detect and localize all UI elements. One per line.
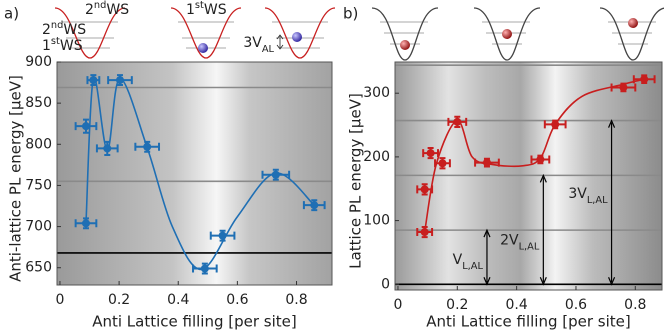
rich-label: 2ndWS: [85, 0, 129, 18]
label-part: WS: [63, 22, 86, 38]
data-point: [218, 231, 227, 240]
arrow-head: [539, 173, 547, 286]
rich-label: 2VL,AL: [500, 233, 540, 253]
label-part: 2: [85, 2, 94, 18]
data-point: [310, 201, 319, 210]
x-tick-label: 0.4: [506, 297, 528, 313]
x-tick-label: 0.4: [167, 292, 189, 308]
y-axis-label: Anti-lattice PL energy [μeV]: [7, 75, 25, 282]
data-point: [536, 155, 545, 164]
data-point: [640, 75, 649, 84]
arrow-head: [608, 119, 616, 286]
label-part: 3V: [243, 35, 262, 51]
data-point: [103, 144, 112, 153]
y-tick-label: 800: [25, 136, 52, 152]
data-point: [271, 170, 280, 179]
plot-frame: [56, 61, 333, 286]
data-point: [551, 120, 560, 129]
label-part: 3V: [568, 186, 587, 202]
plot-background: [57, 62, 332, 285]
rich-label: VL,AL: [453, 252, 484, 272]
x-tick-label: 0.8: [285, 292, 307, 308]
label-part: 1: [186, 2, 195, 18]
arrow-head: [483, 228, 491, 286]
label-part: 1: [42, 38, 51, 54]
x-tick-label: 0.6: [565, 297, 587, 313]
y-axis-label: Lattice PL energy [μeV]: [347, 93, 365, 269]
data-point: [81, 122, 90, 131]
y-tick-label: 700: [25, 219, 52, 235]
label-part: nd: [94, 0, 106, 11]
y-tick-label: 200: [363, 149, 390, 165]
x-tick-label: 0.6: [226, 292, 248, 308]
y-tick-label: 900: [25, 54, 52, 70]
rich-label: 2ndWS: [42, 20, 86, 39]
plot-frame: [394, 61, 663, 291]
y-tick-label: 750: [25, 177, 52, 193]
data-point: [426, 149, 435, 158]
data-point: [89, 76, 98, 85]
rich-label: 1stWS: [186, 0, 227, 18]
x-tick-label: 0: [55, 292, 64, 308]
label-part: st: [51, 36, 60, 47]
rich-label: 3VAL: [243, 35, 274, 55]
data-point: [143, 142, 152, 151]
rich-label: 1stWS: [42, 36, 83, 55]
label-part: AL: [262, 44, 275, 55]
data-point: [115, 76, 124, 85]
label-part: st: [195, 0, 204, 11]
data-point: [482, 158, 491, 167]
label-part: L,AL: [519, 241, 540, 252]
x-tick-label: 0.8: [624, 297, 646, 313]
label-part: nd: [51, 20, 63, 31]
panel-label: a): [4, 5, 19, 23]
label-part: WS: [204, 2, 227, 18]
data-point: [420, 228, 429, 237]
label-part: WS: [60, 38, 83, 54]
rich-label: 3VL,AL: [568, 186, 608, 206]
label-part: L,AL: [587, 195, 608, 206]
data-point: [200, 264, 209, 273]
label-part: L,AL: [462, 260, 483, 271]
y-tick-label: 650: [25, 260, 52, 276]
x-tick-label: 0.2: [108, 292, 130, 308]
data-point: [81, 219, 90, 228]
x-axis-label: Anti Lattice filling [per site]: [426, 313, 631, 331]
data-point: [453, 117, 462, 126]
data-point: [619, 83, 628, 92]
schematic-a: [54, 7, 336, 59]
label-part: 2V: [500, 233, 519, 249]
y-tick-label: 100: [363, 213, 390, 229]
x-axis-label: Anti Lattice filling [per site]: [92, 313, 297, 331]
panel-label: b): [343, 5, 358, 23]
schematic-b: [371, 7, 664, 61]
y-tick-label: 0: [381, 276, 390, 292]
y-tick-label: 300: [363, 85, 390, 101]
x-tick-label: 0: [394, 297, 403, 313]
label-part: WS: [106, 2, 129, 18]
fit-curve: [423, 78, 645, 233]
label-part: V: [453, 252, 463, 268]
x-tick-label: 0.2: [446, 297, 468, 313]
label-part: 2: [42, 22, 51, 38]
data-point: [438, 159, 447, 168]
data-point: [420, 185, 429, 194]
y-tick-label: 850: [25, 95, 52, 111]
